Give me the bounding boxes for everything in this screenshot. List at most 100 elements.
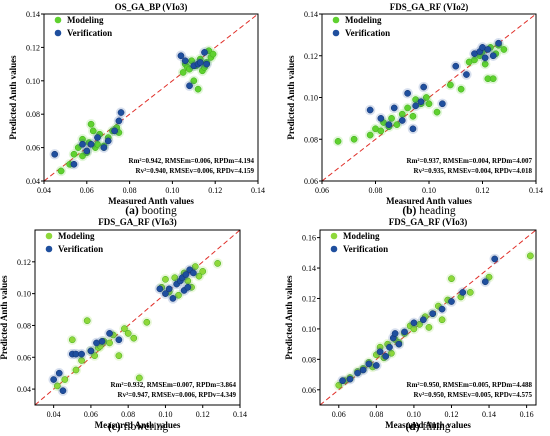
data-point (395, 340, 403, 348)
x-tick-label: 0.12 (444, 410, 458, 419)
x-tick-label: 0.04 (47, 410, 61, 419)
data-point (386, 343, 393, 351)
caption-letter: (b) (402, 205, 416, 217)
data-point (196, 59, 204, 66)
x-tick-label: 0.14 (251, 186, 265, 195)
series-verification (48, 264, 199, 396)
data-point (91, 352, 98, 360)
stats-line-2: Rv²=0.940, RMSEv=0.006, RPDv=4.159 (136, 167, 255, 175)
series-verification (364, 38, 504, 135)
y-tick-label: 0.06 (26, 144, 40, 153)
data-point (390, 104, 398, 112)
x-tick-label: 0.04 (37, 186, 51, 195)
caption-letter: (c) (108, 421, 121, 433)
y-tick-label: 0.16 (302, 234, 316, 243)
stats-line-2: Rv²=0.947, RMSEv=0.006, RPDv=4.349 (118, 391, 237, 399)
data-point (195, 272, 203, 280)
legend-label: Verification (345, 28, 390, 38)
data-point (130, 334, 138, 342)
data-point (117, 109, 125, 116)
data-point (104, 137, 112, 145)
x-tick-label: 0.12 (208, 186, 222, 195)
legend: Modeling Verification (54, 15, 112, 38)
data-point (419, 316, 427, 324)
data-point (500, 46, 508, 53)
data-point (50, 376, 57, 383)
x-axis-label: Measured Anth values (386, 196, 472, 206)
data-point (79, 140, 86, 148)
data-point (448, 298, 455, 305)
data-point (527, 252, 534, 260)
data-point (115, 117, 123, 125)
data-point (121, 325, 128, 332)
data-point (365, 360, 373, 368)
data-point (339, 377, 346, 385)
data-point (429, 310, 437, 318)
chart-title: FDS_GA_RF (VIo3) (389, 217, 467, 227)
data-point (177, 52, 185, 60)
chart-title: FDS_GA_RF (VIo2) (390, 2, 468, 12)
plot-frame (319, 229, 537, 406)
legend-marker (54, 29, 62, 37)
data-point (346, 375, 354, 383)
chart-panel-2: FDS_GA_RF (VIo2) 0.06 0.08 0.10 0.12 0.14 0.06… (286, 2, 543, 217)
data-point (98, 338, 106, 345)
x-axis-label: Measured Anth values (95, 420, 181, 430)
data-point (491, 255, 499, 263)
caption-letter: (d) (405, 421, 419, 433)
data-point (203, 60, 210, 68)
data-point (433, 108, 441, 116)
x-tick-label: 0.10 (158, 410, 172, 419)
data-point (165, 285, 173, 293)
y-tick-label: 0.08 (304, 135, 318, 144)
x-tick-label: 0.06 (84, 410, 98, 419)
y-tick-label: 0.06 (304, 177, 318, 186)
data-point (366, 131, 374, 139)
series-verification (49, 47, 212, 170)
plot-frame (34, 229, 241, 406)
data-point (169, 295, 177, 302)
data-point (124, 330, 132, 337)
y-tick-label: 0.10 (26, 77, 40, 86)
data-point (199, 268, 207, 275)
data-point (398, 117, 406, 124)
x-tick-label: 0.14 (529, 186, 543, 195)
legend: Modeling Verification (330, 231, 388, 254)
x-tick-label: 0.12 (476, 186, 490, 195)
data-point (334, 137, 342, 145)
y-tick-label: 0.14 (304, 10, 318, 19)
data-point (372, 362, 380, 369)
legend-marker (330, 232, 338, 240)
stats-line-2: Rv²=0.935, RMSEv=0.004, RPDv=4.018 (414, 167, 533, 175)
data-point (162, 275, 169, 283)
data-point (94, 134, 101, 141)
data-point (459, 289, 467, 296)
caption-letter: (a) (125, 205, 139, 217)
chart-panel-1: OS_GA_BP (VIo3) 0.04 0.06 0.08 0.10 0.12 0.14 0… (8, 2, 265, 217)
data-point (182, 271, 190, 278)
chart-title: OS_GA_BP (VIo3) (115, 2, 188, 12)
y-tick-label: 0.12 (26, 43, 40, 52)
panel-caption: (c) flowering (108, 421, 169, 433)
y-tick-label: 0.12 (304, 52, 318, 61)
panel-caption: (a) booting (125, 205, 177, 217)
y-tick-label: 0.14 (26, 10, 40, 19)
data-point (83, 147, 91, 155)
data-point (377, 127, 385, 135)
stats-line-1: Rm²=0.942, RMSEm=0.006, RPDm=4.194 (129, 157, 255, 165)
data-point (410, 319, 418, 327)
data-point (489, 75, 497, 83)
stats-line-1: Rm²=0.937, RMSEm=0.004, RPDm=4.007 (407, 157, 533, 165)
data-point (409, 125, 417, 133)
x-tick-label: 0.08 (121, 410, 135, 419)
x-tick-label: 0.14 (233, 410, 247, 419)
x-tick-label: 0.06 (80, 186, 94, 195)
data-point (181, 57, 189, 65)
legend-marker (332, 29, 340, 37)
data-point (175, 291, 182, 299)
data-point (481, 54, 489, 62)
data-point (201, 49, 208, 56)
data-point (209, 50, 217, 58)
data-point (489, 52, 497, 60)
